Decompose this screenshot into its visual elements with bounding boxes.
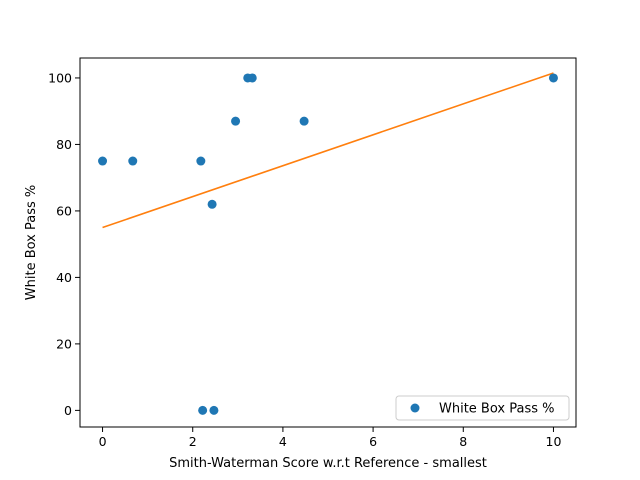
data-point xyxy=(299,116,309,126)
legend-marker xyxy=(410,403,420,413)
y-tick-label: 40 xyxy=(56,270,72,285)
data-point xyxy=(128,156,138,166)
y-tick-label: 100 xyxy=(48,70,72,85)
x-tick-label: 10 xyxy=(546,434,562,449)
trend-line xyxy=(102,72,554,229)
x-axis-label: Smith-Waterman Score w.r.t Reference - s… xyxy=(169,456,487,471)
plot-area xyxy=(98,72,558,415)
data-point xyxy=(198,405,208,415)
data-point xyxy=(231,116,241,126)
y-tick-label: 80 xyxy=(56,137,72,152)
legend-box xyxy=(395,395,570,421)
x-tick-label: 2 xyxy=(189,434,197,449)
x-tick-label: 6 xyxy=(369,434,377,449)
y-axis-ticks: 0 20 40 60 80 100 xyxy=(48,70,80,418)
axes-frame xyxy=(79,57,577,428)
legend: White Box Pass % xyxy=(395,395,570,421)
x-tick-label: 4 xyxy=(279,434,287,449)
x-tick-label: 8 xyxy=(459,434,467,449)
data-point xyxy=(548,73,558,83)
legend-label: White Box Pass % xyxy=(439,402,554,417)
y-axis-label: White Box Pass % xyxy=(24,185,39,300)
y-tick-label: 0 xyxy=(64,403,72,418)
data-point xyxy=(196,156,206,166)
y-tick-label: 60 xyxy=(56,203,72,218)
x-tick-label: 0 xyxy=(99,434,107,449)
data-point xyxy=(247,73,257,83)
data-point xyxy=(209,405,219,415)
data-point xyxy=(207,199,217,209)
y-tick-label: 20 xyxy=(56,336,72,351)
data-point xyxy=(98,156,108,166)
x-axis-ticks: 0 2 4 6 8 10 xyxy=(99,427,562,449)
